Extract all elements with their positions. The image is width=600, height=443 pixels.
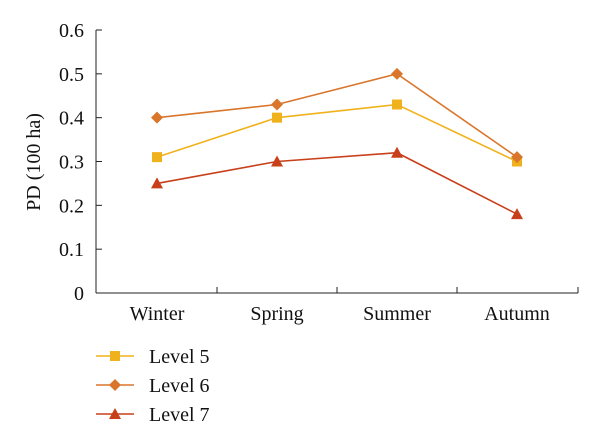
chart-axes (95, 30, 578, 294)
data-point (392, 99, 402, 110)
series-3 (151, 146, 523, 220)
data-point (271, 155, 283, 167)
legend: Level 5 Level 6 Level 7 (96, 346, 210, 426)
legend-item: Level 5 (96, 346, 210, 368)
data-point (271, 98, 283, 111)
data-point (511, 151, 523, 164)
legend-label: Level 5 (149, 346, 210, 368)
y-tick-label: 0.1 (59, 239, 84, 261)
x-tick-label: Summer (363, 303, 431, 325)
y-tick-label: 0.4 (59, 108, 84, 130)
series-line (156, 151, 518, 215)
y-tick-label: 0.5 (59, 64, 84, 86)
data-point (511, 208, 523, 220)
y-axis-title: PD (100 ha) (23, 113, 45, 211)
series-2 (151, 67, 523, 164)
series-line (156, 103, 518, 163)
legend-label: Level 7 (149, 404, 210, 426)
y-ticks: 0 0.1 0.2 0.3 0.4 0.5 0.6 (59, 20, 102, 305)
legend-label: Level 6 (149, 375, 210, 397)
data-point (152, 152, 162, 163)
legend-marker (109, 408, 121, 419)
data-point (151, 177, 163, 189)
y-tick-label: 0 (74, 283, 84, 305)
series-line (156, 72, 518, 158)
x-tick-label: Spring (250, 303, 303, 325)
x-tick-label: Winter (130, 303, 185, 325)
legend-marker (109, 379, 121, 391)
data-point (272, 112, 282, 123)
data-point (151, 111, 163, 124)
data-point (391, 67, 403, 80)
data-point (391, 146, 403, 158)
series-group (151, 67, 523, 220)
legend-item: Level 6 (96, 375, 210, 397)
legend-marker (110, 351, 120, 361)
x-tick-label: Autumn (484, 303, 550, 325)
x-ticks: Winter Spring Summer Autumn (95, 287, 579, 325)
y-tick-label: 0.6 (59, 20, 84, 42)
legend-item: Level 7 (96, 404, 210, 426)
y-tick-label: 0.2 (59, 195, 84, 217)
y-tick-label: 0.3 (59, 152, 84, 174)
